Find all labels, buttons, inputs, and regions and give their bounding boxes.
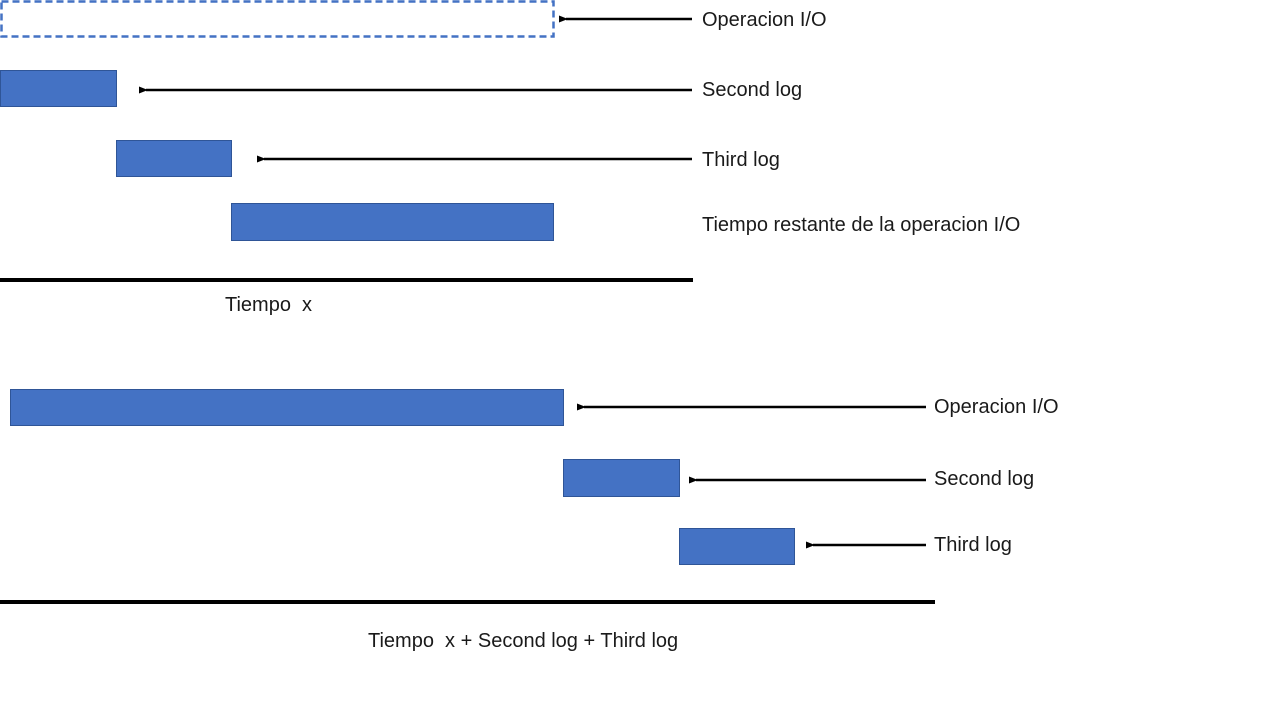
top-third-log-bar: [116, 140, 232, 177]
bottom-second-log-bar: [563, 459, 680, 497]
top-remaining-io-label: Tiempo restante de la operacion I/O: [702, 214, 1021, 236]
top-second-log-label: Second log: [702, 79, 803, 101]
bottom-operacion-io-label: Operacion I/O: [934, 396, 1059, 418]
bottom-third-log-label: Third log: [934, 534, 1012, 556]
top-operacion-io-label: Operacion I/O: [702, 9, 827, 31]
top-remaining-io-bar: [231, 203, 554, 241]
top-second-log-bar: [0, 70, 117, 107]
top-operacion-io-bar-pending: [0, 0, 555, 38]
top-time-axis-label: Tiempo x: [225, 294, 313, 316]
bottom-operacion-io-bar: [10, 389, 564, 426]
bottom-second-log-label: Second log: [934, 468, 1035, 490]
top-third-log-label: Third log: [702, 149, 780, 171]
bottom-time-axis-label: Tiempo x + Second log + Third log: [368, 630, 679, 652]
bottom-third-log-bar: [679, 528, 795, 565]
